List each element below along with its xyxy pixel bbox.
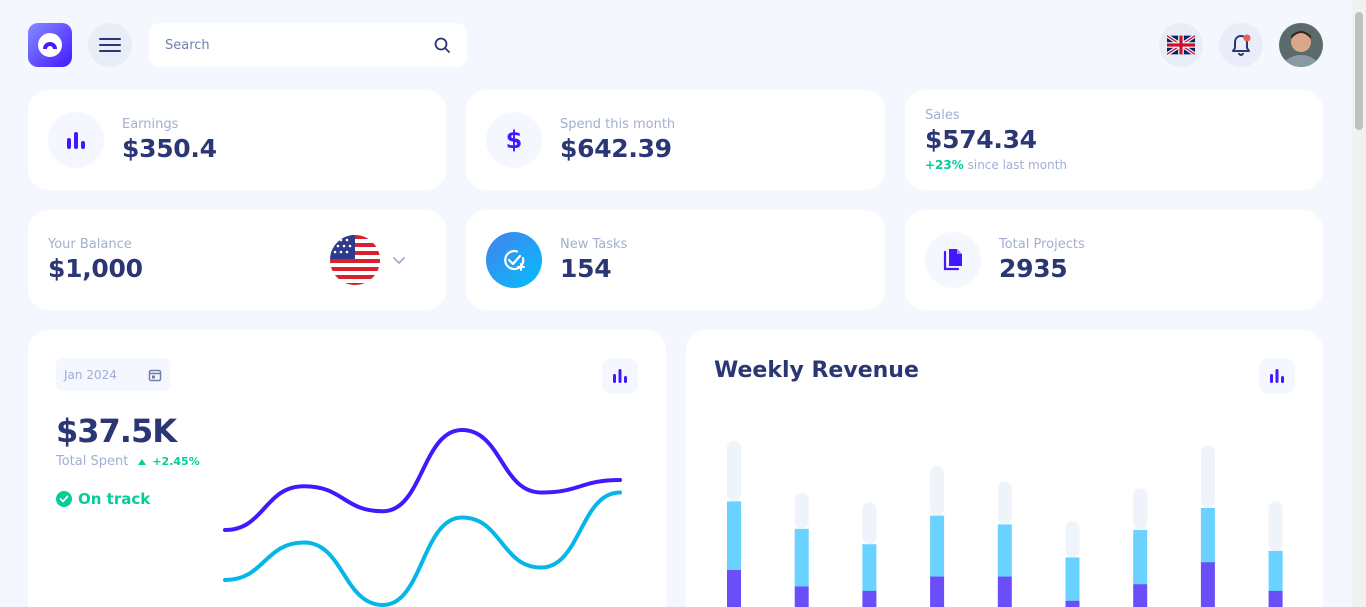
line-chart xyxy=(223,427,622,607)
app-logo[interactable] xyxy=(28,23,72,67)
status-badge: On track xyxy=(56,490,150,508)
language-selector[interactable] xyxy=(1159,23,1203,67)
search-input[interactable] xyxy=(165,37,433,53)
bar-segment xyxy=(930,466,945,516)
bar-segment xyxy=(794,528,809,587)
dollar-icon: $ xyxy=(486,112,542,168)
sales-card: Sales $574.34 +23% since last month xyxy=(905,90,1323,190)
weekly-revenue-panel: Weekly Revenue xyxy=(686,330,1323,607)
bar-segment xyxy=(862,502,877,545)
search-bar xyxy=(149,23,467,67)
stat-label: Your Balance xyxy=(48,237,132,252)
task-check-icon xyxy=(486,232,542,288)
arrow-up-icon xyxy=(138,458,147,465)
us-flag-icon xyxy=(330,235,380,285)
balance-card: Your Balance $1,000 xyxy=(28,210,446,310)
chart-icon xyxy=(613,369,627,383)
svg-text:$: $ xyxy=(506,127,523,153)
check-circle-icon xyxy=(56,491,72,507)
currency-selector[interactable] xyxy=(330,235,406,285)
chart-icon xyxy=(48,112,104,168)
line-series-1 xyxy=(223,427,622,532)
bar-segment xyxy=(1268,550,1283,591)
bar-segment xyxy=(727,440,741,502)
hamburger-icon xyxy=(99,38,121,52)
growth-text: +23% since last month xyxy=(925,158,1067,172)
bar-segment xyxy=(930,515,945,577)
notification-dot xyxy=(1243,34,1251,42)
stat-label: Spend this month xyxy=(560,117,676,132)
bar-segment xyxy=(727,501,741,570)
search-icon[interactable] xyxy=(433,36,451,54)
chart-options-button[interactable] xyxy=(1259,358,1295,394)
bar-chart xyxy=(727,440,1283,607)
growth-percent: +23% xyxy=(925,158,964,172)
stat-value: $574.34 xyxy=(925,125,1037,154)
bar-segment xyxy=(794,586,809,607)
earnings-card: Earnings $350.4 xyxy=(28,90,446,190)
notifications-button[interactable] xyxy=(1219,23,1263,67)
tasks-card: New Tasks 154 xyxy=(466,210,885,310)
bar-segment xyxy=(997,576,1012,607)
bar-segment xyxy=(930,576,945,607)
stat-value: 154 xyxy=(560,254,612,283)
stat-label: New Tasks xyxy=(560,237,628,252)
stat-label: Sales xyxy=(925,108,960,123)
bar-segment xyxy=(1133,529,1148,585)
scrollbar[interactable] xyxy=(1352,0,1366,607)
stat-value: $1,000 xyxy=(48,254,143,283)
projects-card: Total Projects 2935 xyxy=(905,210,1323,310)
total-spent-value: $37.5K xyxy=(56,412,177,450)
bar-segment xyxy=(1065,557,1080,601)
bar-segment xyxy=(1268,501,1283,551)
line-series-2 xyxy=(223,490,622,607)
stat-value: $642.39 xyxy=(560,134,672,163)
scrollbar-thumb[interactable] xyxy=(1355,12,1363,130)
total-spent-label: Total Spent xyxy=(56,454,129,469)
growth-suffix: since last month xyxy=(967,158,1068,172)
bar-segment xyxy=(1268,590,1283,607)
bar-segment xyxy=(727,569,741,607)
chart-options-button[interactable] xyxy=(602,358,638,394)
stat-label: Earnings xyxy=(122,117,179,132)
menu-button[interactable] xyxy=(88,23,132,67)
bar-segment xyxy=(1200,561,1215,607)
total-spent-row: Total Spent +2.45% xyxy=(56,454,200,469)
bar-segment xyxy=(862,590,877,607)
bar-segment xyxy=(1200,507,1215,563)
change-value: +2.45% xyxy=(152,455,200,468)
calendar-icon xyxy=(148,369,162,381)
bar-segment xyxy=(1065,600,1080,607)
bar-segment xyxy=(1133,488,1148,530)
chart-icon xyxy=(1270,369,1284,383)
panel-title: Weekly Revenue xyxy=(714,358,919,383)
stat-value: 2935 xyxy=(999,254,1068,283)
bar-segment xyxy=(1200,445,1215,508)
spend-card: $ Spend this month $642.39 xyxy=(466,90,885,190)
user-avatar[interactable] xyxy=(1279,23,1323,67)
stat-value: $350.4 xyxy=(122,134,217,163)
logo-icon xyxy=(38,33,62,57)
chevron-down-icon[interactable] xyxy=(392,253,406,267)
avatar-icon xyxy=(1279,23,1323,67)
stat-label: Total Projects xyxy=(999,237,1085,252)
date-picker[interactable]: Jan 2024 xyxy=(56,358,170,391)
bar-segment xyxy=(997,524,1012,577)
bar-segment xyxy=(862,544,877,591)
bar-segment xyxy=(1133,583,1148,607)
uk-flag-icon xyxy=(1167,35,1195,55)
bar-segment xyxy=(997,481,1012,525)
bell-icon xyxy=(1232,34,1251,56)
total-spent-panel: Jan 2024 $37.5K Total Spent +2.45% On tr… xyxy=(28,330,666,607)
bar-segment xyxy=(794,492,809,529)
status-text: On track xyxy=(78,490,151,508)
file-copy-icon xyxy=(925,232,981,288)
change-badge: +2.45% xyxy=(138,455,200,468)
date-value: Jan 2024 xyxy=(64,367,117,382)
bar-segment xyxy=(1065,521,1080,558)
